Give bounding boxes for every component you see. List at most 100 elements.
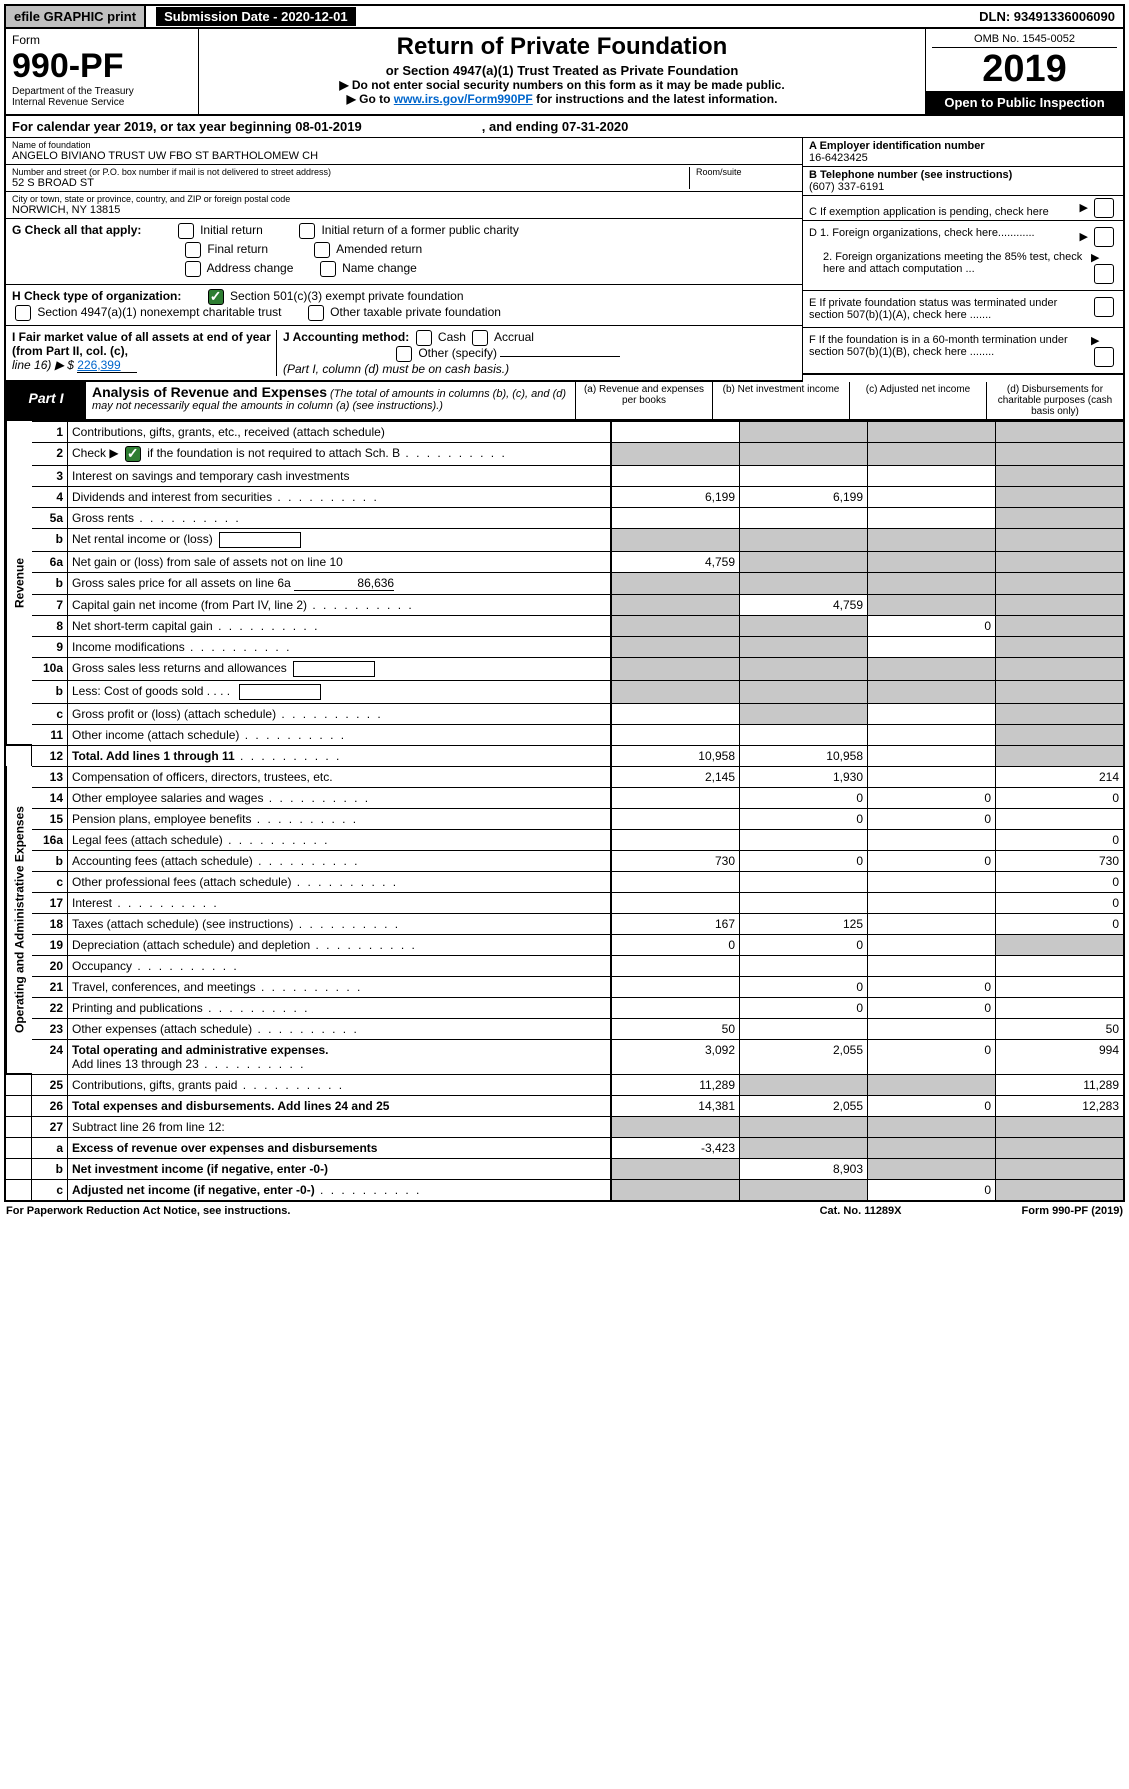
row16a-b xyxy=(739,829,867,850)
row8-text: Net short-term capital gain xyxy=(72,619,213,633)
row27a-num: a xyxy=(32,1137,68,1158)
row5b-c xyxy=(867,528,995,551)
row27a-b xyxy=(739,1137,867,1158)
row3-d xyxy=(995,465,1123,486)
irs-label: Internal Revenue Service xyxy=(12,97,192,108)
row11-a xyxy=(611,724,739,745)
d1-checkbox[interactable] xyxy=(1094,227,1114,247)
accrual-checkbox[interactable] xyxy=(472,330,488,346)
row13-desc: Compensation of officers, directors, tru… xyxy=(68,766,611,787)
other-specify-line[interactable] xyxy=(500,356,620,357)
row24-desc: Total operating and administrative expen… xyxy=(68,1039,611,1074)
row2-num: 2 xyxy=(32,442,68,465)
row26-text: Total expenses and disbursements. Add li… xyxy=(72,1099,389,1113)
row6a-b xyxy=(739,551,867,572)
row14-a xyxy=(611,787,739,808)
row5a-text: Gross rents xyxy=(72,511,134,525)
address-change-checkbox[interactable] xyxy=(185,261,201,277)
row25-d: 11,289 xyxy=(995,1074,1123,1095)
row21-num: 21 xyxy=(32,976,68,997)
row11-c xyxy=(867,724,995,745)
row5b-desc: Net rental income or (loss) xyxy=(68,528,611,551)
row11-desc: Other income (attach schedule) xyxy=(68,724,611,745)
row5a-c xyxy=(867,507,995,528)
fmv-value[interactable]: 226,399 xyxy=(77,358,137,373)
row5b-d xyxy=(995,528,1123,551)
row16a-num: 16a xyxy=(32,829,68,850)
other-method-checkbox[interactable] xyxy=(396,346,412,362)
row15-a xyxy=(611,808,739,829)
row16b-d: 730 xyxy=(995,850,1123,871)
row20-text: Occupancy xyxy=(72,959,132,973)
d2-checkbox[interactable] xyxy=(1094,264,1114,284)
row27c-text: Adjusted net income (if negative, enter … xyxy=(72,1183,315,1197)
row6b-b xyxy=(739,572,867,594)
row13-d: 214 xyxy=(995,766,1123,787)
row16b-num: b xyxy=(32,850,68,871)
name-change-checkbox[interactable] xyxy=(320,261,336,277)
row27-c xyxy=(867,1116,995,1137)
spacer27a xyxy=(6,1137,32,1158)
efile-print-button[interactable]: efile GRAPHIC print xyxy=(6,6,146,27)
col-a-head: (a) Revenue and expenses per books xyxy=(575,382,712,419)
row21-text: Travel, conferences, and meetings xyxy=(72,980,256,994)
row21-c: 0 xyxy=(867,976,995,997)
final-return-checkbox[interactable] xyxy=(185,242,201,258)
c-checkbox[interactable] xyxy=(1094,198,1114,218)
d2-label: 2. Foreign organizations meeting the 85%… xyxy=(809,251,1091,275)
d1-label: D 1. Foreign organizations, check here..… xyxy=(809,227,1035,239)
initial-return-checkbox[interactable] xyxy=(178,223,194,239)
row6b-c xyxy=(867,572,995,594)
j-accrual: Accrual xyxy=(494,330,534,344)
row10a-input[interactable] xyxy=(293,661,375,677)
row10b-input[interactable] xyxy=(239,684,321,700)
schb-checkbox[interactable] xyxy=(125,446,141,462)
row27-num: 27 xyxy=(32,1116,68,1137)
part1-header: Part I Analysis of Revenue and Expenses … xyxy=(4,382,1125,421)
submission-date-wrap: Submission Date - 2020-12-01 xyxy=(146,6,366,27)
row2-pre: Check ▶ xyxy=(72,446,119,460)
g-opt-amended: Amended return xyxy=(336,242,422,256)
row6a-desc: Net gain or (loss) from sale of assets n… xyxy=(68,551,611,572)
cash-checkbox[interactable] xyxy=(416,330,432,346)
row27c-desc: Adjusted net income (if negative, enter … xyxy=(68,1179,611,1200)
f-checkbox[interactable] xyxy=(1094,347,1114,367)
row27-b xyxy=(739,1116,867,1137)
row20-a xyxy=(611,955,739,976)
e-checkbox[interactable] xyxy=(1094,297,1114,317)
col-c-head: (c) Adjusted net income xyxy=(849,382,986,419)
row19-text: Depreciation (attach schedule) and deple… xyxy=(72,938,310,952)
spacer26 xyxy=(6,1095,32,1116)
row9-c xyxy=(867,636,995,657)
form-note2: ▶ Go to www.irs.gov/Form990PF for instru… xyxy=(205,92,919,106)
row10c-b xyxy=(739,703,867,724)
row27b-c xyxy=(867,1158,995,1179)
other-taxable-checkbox[interactable] xyxy=(308,305,324,321)
row12-num: 12 xyxy=(32,745,68,766)
row16c-num: c xyxy=(32,871,68,892)
row21-b: 0 xyxy=(739,976,867,997)
row22-b: 0 xyxy=(739,997,867,1018)
row4-b: 6,199 xyxy=(739,486,867,507)
amended-return-checkbox[interactable] xyxy=(314,242,330,258)
ein-value: 16-6423425 xyxy=(809,152,868,164)
row16a-d: 0 xyxy=(995,829,1123,850)
spacer27 xyxy=(6,1116,32,1137)
part1-label: Part I xyxy=(6,382,86,419)
g-opt-former: Initial return of a former public charit… xyxy=(321,223,518,237)
4947a1-checkbox[interactable] xyxy=(15,305,31,321)
part1-desc: Analysis of Revenue and Expenses (The to… xyxy=(86,382,575,419)
row8-num: 8 xyxy=(32,615,68,636)
row17-a xyxy=(611,892,739,913)
row5b-a xyxy=(611,528,739,551)
form990pf-link[interactable]: www.irs.gov/Form990PF xyxy=(394,92,533,106)
section-h: H Check type of organization: Section 50… xyxy=(6,285,802,326)
initial-former-checkbox[interactable] xyxy=(299,223,315,239)
row18-a: 167 xyxy=(611,913,739,934)
row5b-input[interactable] xyxy=(219,532,301,548)
501c3-checkbox[interactable] xyxy=(208,289,224,305)
top-bar: efile GRAPHIC print Submission Date - 20… xyxy=(4,4,1125,29)
city-state-zip: NORWICH, NY 13815 xyxy=(12,204,796,216)
row3-desc: Interest on savings and temporary cash i… xyxy=(68,465,611,486)
form-subtitle: or Section 4947(a)(1) Trust Treated as P… xyxy=(205,63,919,78)
